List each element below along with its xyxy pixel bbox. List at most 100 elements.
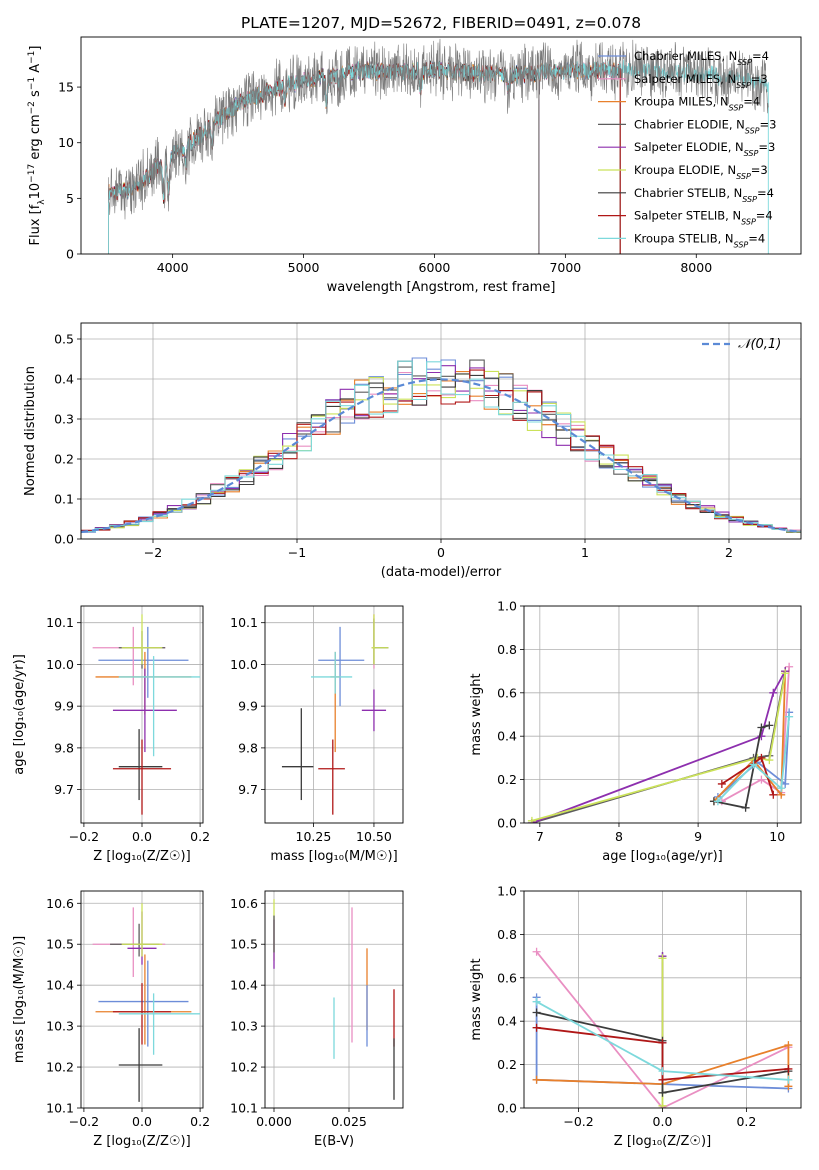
- weight-marker: [532, 997, 541, 1006]
- y-tick-label: 9.7: [54, 782, 74, 797]
- x-axis-label: wavelength [Angstrom, rest frame]: [327, 280, 556, 295]
- legend-entry-sub: SSP: [742, 194, 757, 203]
- y-axis-label-part: Flux [f: [28, 204, 43, 245]
- legend-entry: Kroupa MILES, NSSP=4: [634, 95, 760, 113]
- y-tick-label: 0.5: [54, 332, 74, 347]
- legend-entry-text: Kroupa ELODIE, N: [634, 163, 736, 177]
- x-axis-label: (data-model)/error: [381, 565, 502, 580]
- legend-entry-suffix: =4: [756, 209, 773, 223]
- weight-marker: [658, 1101, 667, 1108]
- x-tick-label: 8: [615, 829, 623, 844]
- x-tick-label: 7000: [549, 260, 581, 275]
- errorbar-salpeter-stelib: [318, 739, 345, 815]
- x-tick-label: 5000: [288, 260, 320, 275]
- legend-entry-text: Chabrier ELODIE, N: [634, 117, 745, 131]
- plot-area: [265, 606, 403, 823]
- y-axis-label-part: −1: [27, 77, 37, 90]
- plot-area: [108, 38, 769, 254]
- axes-frame: [80, 890, 204, 1109]
- legend-entry-text: Kroupa MILES, N: [634, 95, 729, 109]
- legend-entry: Chabrier ELODIE, NSSP=3: [634, 117, 776, 135]
- weight-marker: [785, 662, 794, 671]
- y-tick-label: 0.4: [497, 1014, 517, 1029]
- errorbar-kroupa-stelib: [311, 651, 353, 694]
- x-tick-label: 10.50: [356, 829, 392, 844]
- x-tick-label: 10.25: [296, 829, 332, 844]
- y-tick-label: 0.8: [497, 642, 517, 657]
- y-axis-label: age [log₁₀(age/yr)]: [12, 654, 27, 775]
- x-tick-label: −0.2: [563, 1114, 593, 1129]
- x-tick-label: 0: [437, 545, 445, 560]
- errorbar-chabrier-elodie: [110, 923, 160, 957]
- legend-entry-sub: SSP: [729, 103, 744, 112]
- panel-age-vs-Z: −0.2 0.0 0.2 9.7 9.8 9.9 10.0 10.1 Z [log₁₀(Z/Z☉…: [12, 605, 210, 864]
- x-tick-label: 2: [725, 545, 733, 560]
- errorbar-chabrier-miles: [318, 626, 365, 707]
- x-tick-label: 0.2: [736, 1114, 756, 1129]
- legend-entry-text: Chabrier MILES, N: [634, 49, 737, 63]
- weight-marker: [757, 775, 766, 784]
- weights-kroupa-stelib: [532, 997, 793, 1084]
- errorbar-kroupa-elodie: [121, 903, 163, 957]
- x-axis-label: Z [log₁₀(Z/Z☉)]: [614, 1134, 711, 1149]
- weight-marker: [658, 1075, 667, 1084]
- y-tick-label: 0.3: [54, 412, 74, 427]
- x-axis-label: E(B-V): [314, 1134, 354, 1149]
- weight-marker: [757, 753, 766, 762]
- panel-age-vs-mass: 10.25 10.50 9.7 9.8 9.9 10.0 10.1 mass [log₁₀(M…: [230, 605, 404, 864]
- weight-marker: [658, 954, 667, 963]
- errorbar-kroupa-miles: [95, 651, 192, 715]
- y-axis-label: mass [log₁₀(M/M☉)]: [12, 936, 27, 1063]
- weight-marker: [784, 1075, 793, 1084]
- legend-entry: Salpeter MILES, NSSP=3: [634, 72, 768, 90]
- y-tick-label: 9.7: [238, 782, 258, 797]
- y-tick-label: 10.3: [230, 1019, 258, 1034]
- y-axis-label-part: −2: [27, 101, 37, 114]
- plot-area: [81, 891, 203, 1108]
- errorbar-kroupa-miles: [95, 954, 192, 1045]
- legend-entry-text: Salpeter ELODIE, N: [634, 140, 744, 154]
- y-tick-label: 15: [58, 80, 74, 95]
- y-tick-label: 0.8: [497, 927, 517, 942]
- y-tick-label: 10: [58, 135, 74, 150]
- legend-entry-text: Salpeter STELIB, N: [634, 209, 741, 223]
- legend-entry-text: Chabrier STELIB, N: [634, 186, 742, 200]
- weight-marker: [765, 721, 774, 730]
- weight-marker: [717, 779, 726, 788]
- y-tick-label: 1.0: [497, 599, 517, 614]
- weight-marker: [777, 784, 786, 793]
- errorbar-kroupa-stelib: [118, 993, 201, 1055]
- y-axis-label-part: erg cm: [28, 114, 43, 163]
- legend-entry-text: Salpeter MILES, N: [634, 72, 736, 86]
- spectrum-data: [108, 38, 769, 220]
- weights-salpeter-stelib: [532, 1023, 793, 1084]
- weight-line: [531, 673, 787, 822]
- y-axis-label: mass weight: [469, 673, 484, 755]
- weight-line: [721, 666, 790, 803]
- y-axis-label-part: −17: [27, 164, 37, 183]
- y-tick-label: 0.0: [497, 816, 517, 831]
- weights-salpeter-elodie: [527, 667, 790, 823]
- spectrum-title: PLATE=1207, MJD=52672, FIBERID=0491, z=0…: [241, 14, 641, 32]
- axes-frame: [523, 605, 802, 824]
- legend-entry-suffix: =3: [760, 117, 777, 131]
- normal-reference-curve: [81, 378, 801, 534]
- legend-entry-sub: SSP: [736, 80, 751, 89]
- weights-kroupa-stelib: [713, 712, 794, 806]
- weight-marker: [769, 688, 778, 697]
- panel-mass-vs-Z: −0.2 0.0 0.2 10.1 10.2 10.3 10.4 10.5 10.6 Z [log…: [12, 890, 210, 1149]
- legend-entry-sub: SSP: [745, 126, 760, 135]
- legend-entry: Salpeter STELIB, NSSP=4: [634, 209, 773, 227]
- legend-entry: Chabrier MILES, NSSP=4: [634, 49, 769, 67]
- x-axis-label: age [log₁₀(age/yr)]: [602, 849, 723, 864]
- weight-marker: [785, 712, 794, 721]
- weight-marker: [781, 669, 790, 678]
- weight-line: [717, 716, 790, 802]
- weight-marker: [784, 1041, 793, 1050]
- y-tick-label: 10.3: [46, 1019, 74, 1034]
- weight-marker: [532, 1023, 541, 1032]
- y-tick-label: 0.2: [54, 452, 74, 467]
- y-tick-label: 0: [66, 247, 74, 262]
- legend-entry-suffix: =3: [751, 163, 768, 177]
